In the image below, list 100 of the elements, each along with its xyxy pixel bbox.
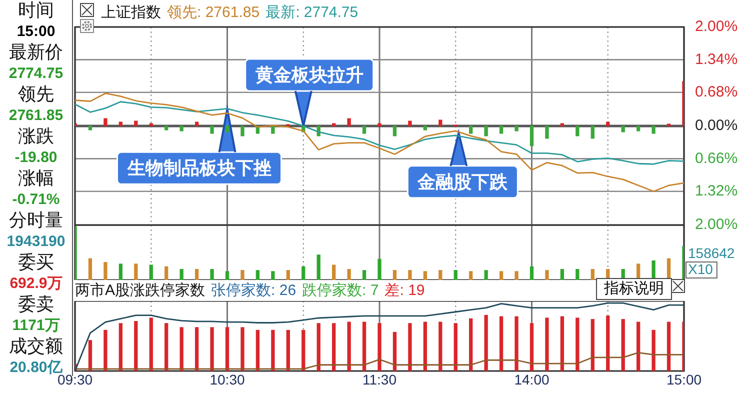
bar	[332, 323, 336, 371]
bar	[286, 270, 290, 280]
text: 张停家数: 26	[211, 282, 296, 299]
bar	[164, 126, 168, 130]
bar	[316, 254, 320, 280]
bar	[194, 268, 199, 280]
bar	[666, 124, 671, 126]
bar	[606, 316, 610, 371]
text: -19.80	[14, 148, 58, 168]
bar	[514, 126, 518, 132]
bar	[88, 126, 92, 130]
bar	[180, 126, 184, 132]
text: 最新价	[8, 42, 64, 63]
bar	[408, 270, 412, 280]
bar	[438, 120, 442, 126]
x-tick-label: 15:00	[666, 371, 702, 388]
bar	[469, 271, 473, 280]
bar	[256, 330, 260, 371]
bar	[423, 126, 428, 130]
bar	[104, 262, 108, 280]
bar	[88, 258, 92, 280]
text: 2774.75	[8, 64, 64, 84]
bar	[332, 264, 336, 280]
bar	[545, 126, 549, 139]
bar	[149, 264, 153, 280]
bar	[362, 126, 366, 134]
bar	[392, 332, 397, 371]
bar	[545, 270, 549, 280]
bar	[225, 126, 230, 132]
chart-title: 两市A股涨跌停家数	[75, 282, 206, 299]
bar	[134, 120, 138, 126]
bar	[590, 319, 594, 371]
bar	[118, 122, 123, 126]
bar	[590, 268, 594, 280]
bar	[652, 330, 656, 371]
bar	[134, 264, 138, 280]
bar	[210, 327, 214, 371]
bar	[256, 270, 260, 280]
text: 分时量	[8, 210, 64, 231]
bar	[606, 122, 610, 126]
y-tick-label: 0.00%	[695, 117, 738, 134]
y-tick-label: 2.00%	[695, 216, 738, 234]
bar	[362, 270, 366, 280]
bar	[621, 319, 625, 371]
y-tick-label: 2.00%	[695, 18, 738, 36]
bar	[332, 123, 336, 126]
bar	[652, 260, 656, 280]
bar	[225, 327, 230, 371]
bar	[240, 126, 244, 136]
bar	[180, 268, 184, 280]
bar	[194, 327, 199, 371]
bar	[347, 322, 351, 371]
bar	[240, 270, 244, 280]
text: 委卖	[17, 294, 55, 315]
bar	[104, 118, 108, 126]
bar	[378, 323, 382, 371]
bar	[454, 323, 458, 371]
annotation: 黄金板块拉升	[254, 64, 364, 85]
bar	[302, 266, 306, 280]
bar	[499, 316, 504, 371]
bar	[636, 322, 640, 371]
bar	[180, 327, 184, 371]
text: -0.71%	[11, 190, 61, 210]
bar	[118, 264, 123, 280]
bar	[392, 126, 397, 136]
bar	[576, 268, 580, 280]
bar	[499, 271, 504, 280]
bar	[88, 340, 92, 371]
bar	[286, 330, 290, 371]
bar	[149, 318, 153, 371]
bar	[666, 322, 671, 371]
bar	[545, 318, 549, 371]
text: 1943190	[6, 232, 66, 252]
bar	[590, 126, 594, 139]
bar	[514, 316, 518, 371]
bar	[347, 118, 351, 126]
text: 领先: 2761.85	[167, 4, 260, 21]
text: 成交额	[8, 336, 64, 357]
bar	[530, 266, 534, 280]
y-tick-label: 0.68%	[695, 83, 738, 100]
text: 2761.85	[8, 106, 64, 126]
bar	[652, 126, 656, 134]
text: 跌停家数: 7	[302, 282, 379, 299]
bar	[454, 270, 458, 280]
bar	[499, 126, 504, 134]
bar	[210, 126, 214, 134]
text: 时间	[17, 0, 55, 21]
bar	[149, 123, 153, 126]
bar	[484, 270, 488, 280]
bar	[408, 120, 412, 126]
text: 692.9万	[8, 274, 64, 294]
bar	[194, 122, 199, 126]
y-tick-label: 1.34%	[695, 50, 738, 68]
x-tick-label: 10:30	[210, 371, 245, 388]
bar	[438, 322, 442, 371]
bar	[560, 268, 564, 280]
text: 158642	[688, 244, 735, 261]
text: 15:00	[16, 22, 56, 42]
annotation: 指标说明	[596, 278, 672, 300]
text: 1171万	[11, 316, 61, 336]
